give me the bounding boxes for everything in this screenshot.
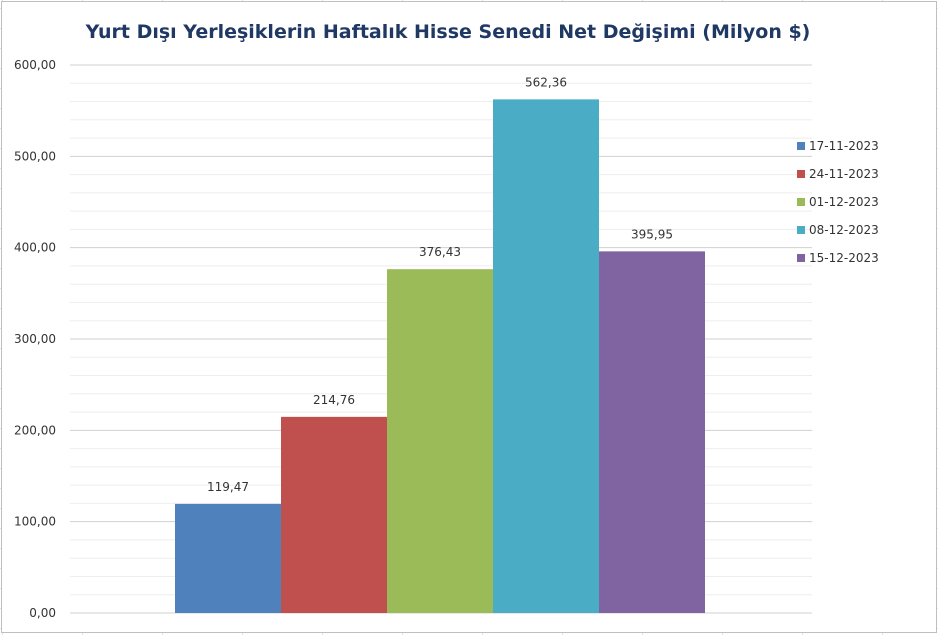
legend-item[interactable]: 24-11-2023	[797, 160, 879, 188]
legend-swatch	[797, 198, 805, 206]
chart-legend: 17-11-2023 24-11-2023 01-12-2023 08-12-2023…	[797, 132, 879, 272]
bar-24-11-2023[interactable]	[281, 416, 387, 613]
bar-17-11-2023[interactable]	[175, 503, 281, 613]
legend-item[interactable]: 17-11-2023	[797, 132, 879, 160]
bar-15-12-2023[interactable]	[599, 251, 705, 613]
legend-label: 24-11-2023	[809, 167, 879, 181]
y-tick-label: 500,00	[14, 149, 56, 163]
legend-swatch	[797, 170, 805, 178]
data-label: 562,36	[525, 75, 567, 89]
legend-item[interactable]: 01-12-2023	[797, 188, 879, 216]
y-tick-label: 400,00	[14, 241, 56, 255]
bar-08-12-2023[interactable]	[493, 99, 599, 613]
chart-title: Yurt Dışı Yerleşiklerin Haftalık Hisse S…	[85, 21, 811, 43]
bar-01-12-2023[interactable]	[387, 269, 493, 613]
legend-item[interactable]: 15-12-2023	[797, 244, 879, 272]
legend-label: 01-12-2023	[809, 195, 879, 209]
data-label: 119,47	[207, 480, 249, 494]
legend-label: 15-12-2023	[809, 251, 879, 265]
y-tick-label: 0,00	[29, 606, 56, 620]
y-tick-label: 200,00	[14, 423, 56, 437]
legend-label: 17-11-2023	[809, 139, 879, 153]
y-tick-label: 300,00	[14, 332, 56, 346]
legend-label: 08-12-2023	[809, 223, 879, 237]
legend-swatch	[797, 226, 805, 234]
y-tick-label: 600,00	[14, 58, 56, 72]
legend-swatch	[797, 254, 805, 262]
data-label: 395,95	[631, 227, 673, 241]
legend-item[interactable]: 08-12-2023	[797, 216, 879, 244]
data-label: 376,43	[419, 245, 461, 259]
y-tick-label: 100,00	[14, 515, 56, 529]
data-label: 214,76	[313, 393, 355, 407]
legend-swatch	[797, 142, 805, 150]
